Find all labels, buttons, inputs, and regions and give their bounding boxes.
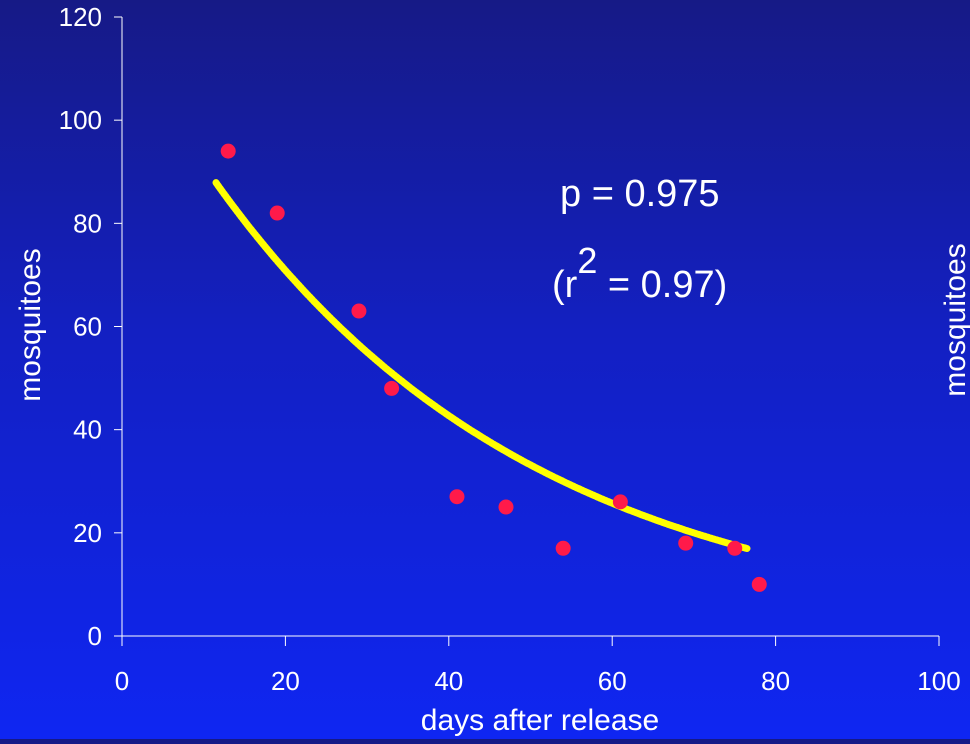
x-tick-label: 20 <box>271 666 300 696</box>
annotation-p-value: p = 0.975 <box>560 173 720 215</box>
fit-curve-group <box>212 179 751 552</box>
annotation-r-prefix: (r <box>552 264 578 306</box>
data-point <box>678 535 694 551</box>
data-point <box>384 380 400 396</box>
x-tick-label: 80 <box>761 666 790 696</box>
y-tick-label: 120 <box>59 2 102 32</box>
x-tick-label: 60 <box>598 666 627 696</box>
y-tick-label: 80 <box>73 208 102 238</box>
y-tick-label: 60 <box>73 312 102 342</box>
data-point <box>269 205 285 221</box>
data-point <box>498 499 514 515</box>
data-point <box>449 489 465 505</box>
annotation-r-suffix: = 0.97) <box>597 264 727 306</box>
x-tick-label: 100 <box>917 666 960 696</box>
right-y-axis-label: mosquitoes <box>939 243 970 396</box>
y-tick-label: 100 <box>59 105 102 135</box>
x-tick-label: 0 <box>115 666 129 696</box>
y-tick-label: 40 <box>73 415 102 445</box>
data-point <box>612 494 628 510</box>
x-tick-label: 40 <box>434 666 463 696</box>
data-point <box>555 540 571 556</box>
data-point <box>727 540 743 556</box>
annotation-r-squared: (r2 = 0.97) <box>552 240 727 306</box>
data-point <box>751 576 767 592</box>
x-axis-label: days after release <box>421 704 659 737</box>
y-tick-label: 20 <box>73 518 102 548</box>
ticks: 0 20 40 60 80 100 0 20 40 60 80 100 120 <box>59 2 961 696</box>
y-tick-label: 0 <box>88 621 102 651</box>
data-point <box>220 143 236 159</box>
data-point <box>351 303 367 319</box>
annotation-r-superscript: 2 <box>577 240 597 281</box>
fit-curve <box>212 179 751 552</box>
y-axis-label: mosquitoes <box>14 248 47 401</box>
data-points <box>220 143 767 592</box>
axes <box>121 17 939 637</box>
